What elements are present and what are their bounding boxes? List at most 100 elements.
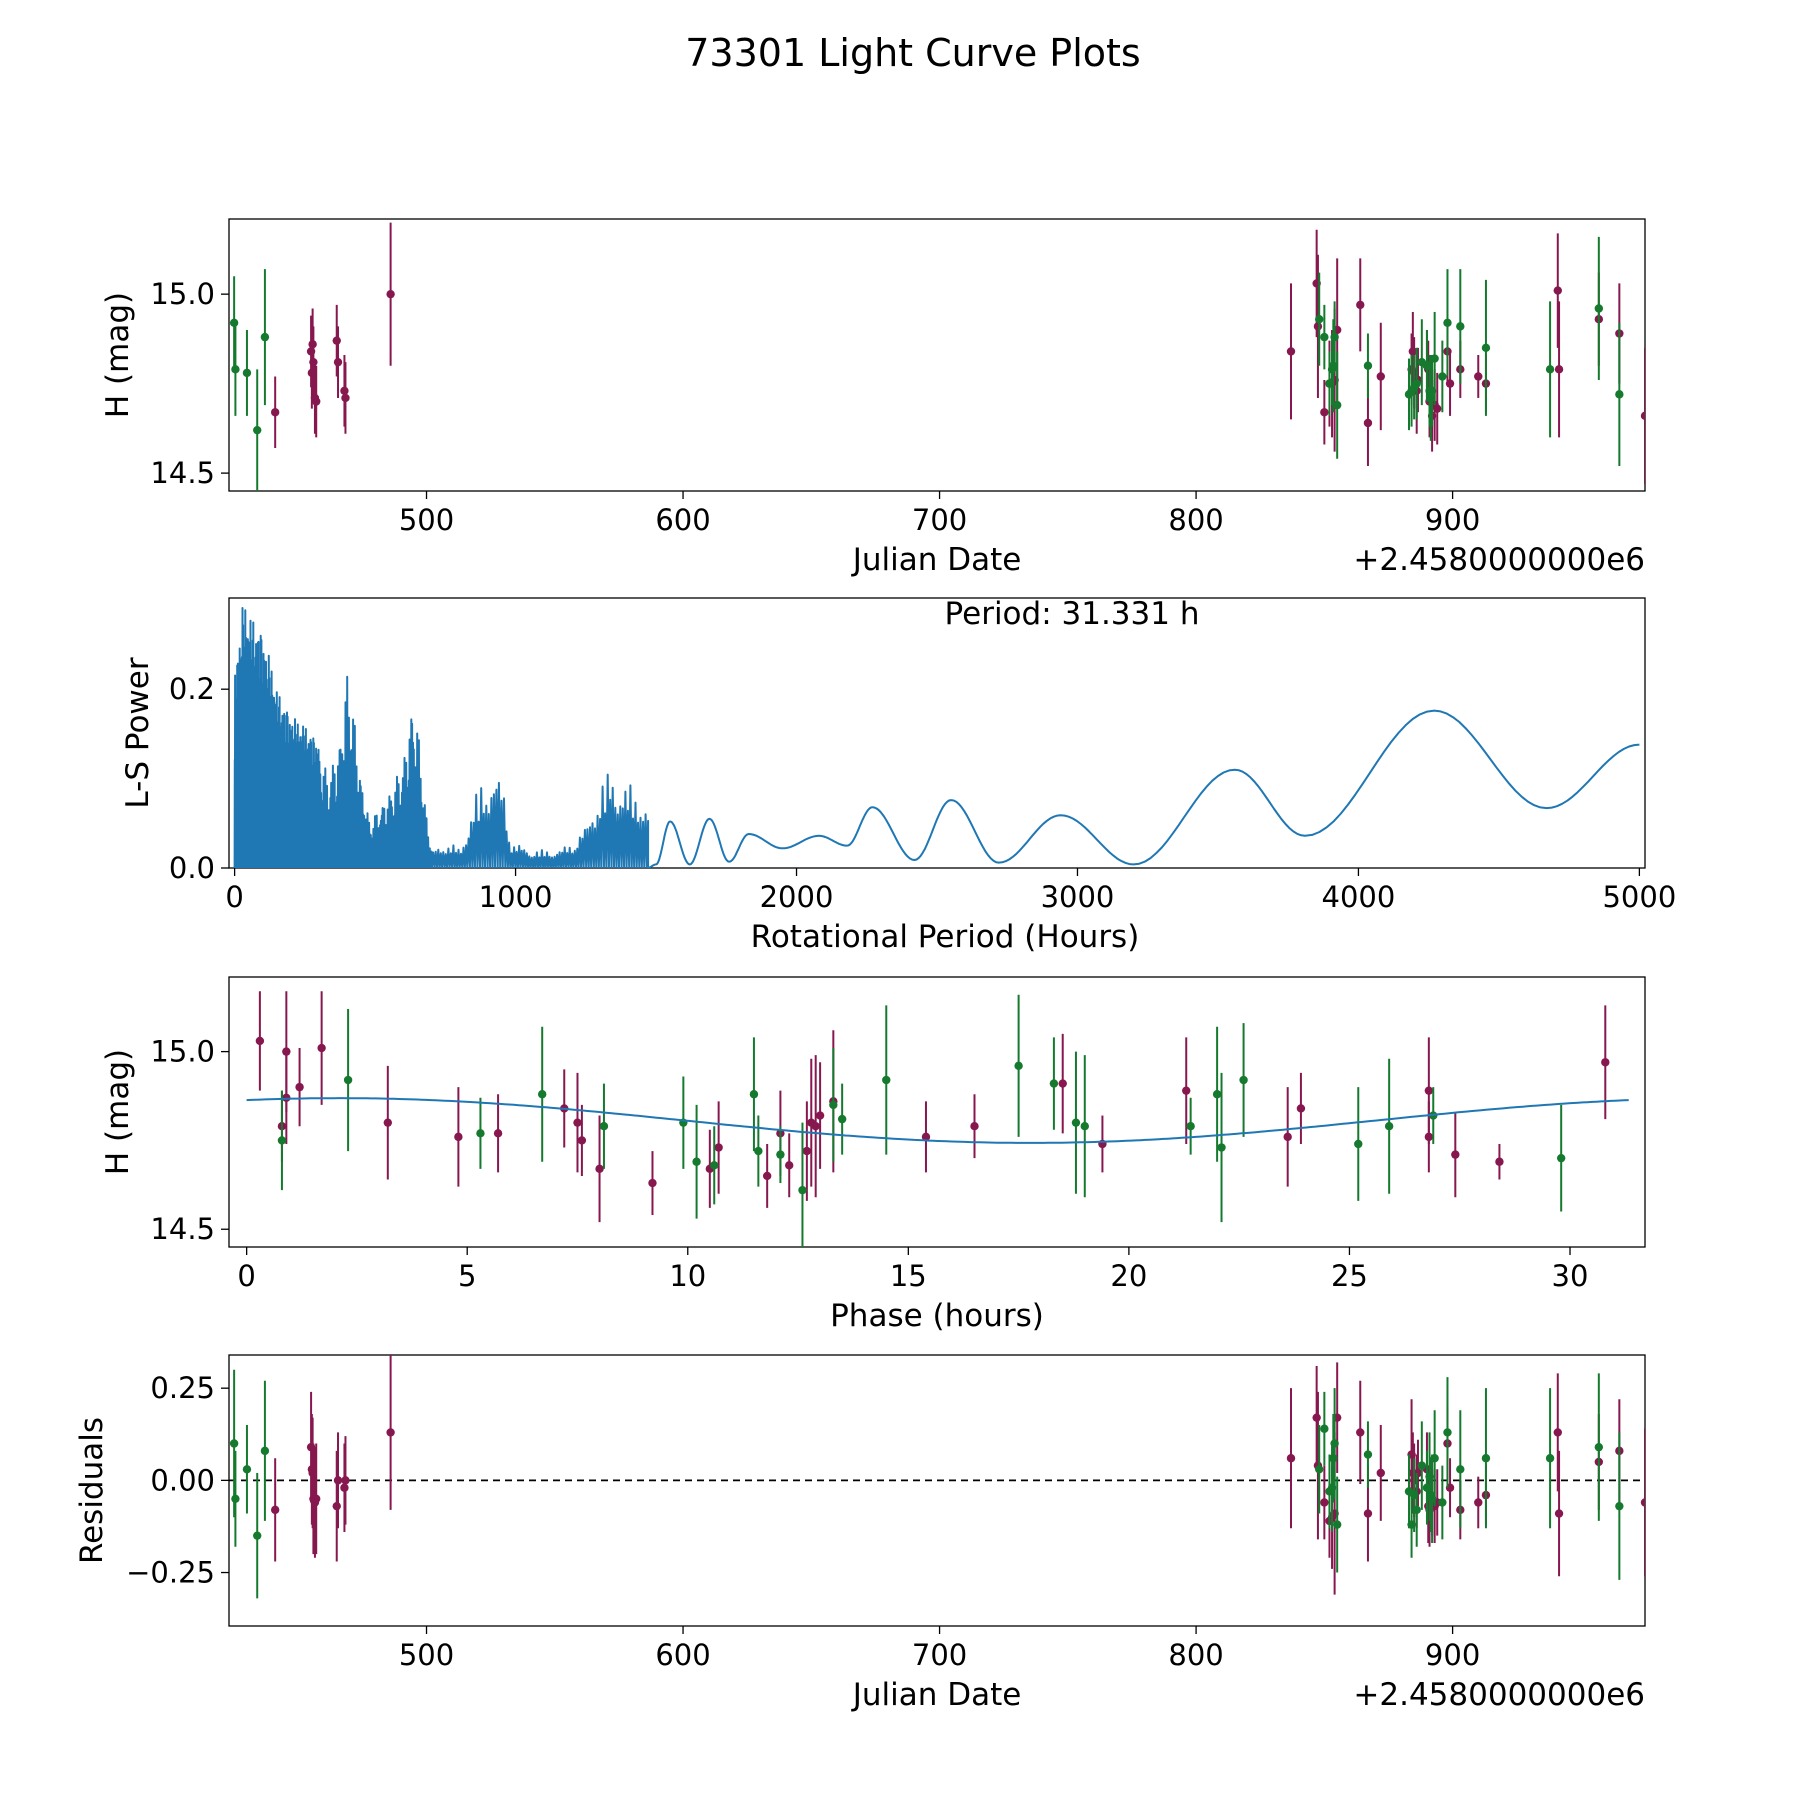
data-point [1424, 1132, 1434, 1142]
data-point [692, 1157, 701, 1166]
data-point [970, 1122, 979, 1131]
data-point [1058, 1079, 1067, 1088]
data-point [312, 397, 321, 406]
data-point [648, 1178, 657, 1188]
data-point [1445, 379, 1455, 388]
data-point [595, 1164, 604, 1174]
data-point [317, 1043, 326, 1053]
y-axis-label: H (mag) [100, 292, 136, 418]
data-point [829, 1100, 838, 1110]
residuals-panel: 500 600 700 800 900 −0.25 0.00 0.25 Julian Date R… [74, 1354, 1646, 1713]
data-point [253, 425, 262, 435]
data-point [383, 1118, 393, 1127]
data-point [1186, 1122, 1195, 1131]
x-axis-label: Julian Date [851, 1677, 1022, 1713]
data-point [231, 365, 240, 374]
plot-area [229, 222, 1645, 491]
y-tick-label: 0.25 [150, 1371, 215, 1405]
data-point [1554, 365, 1564, 374]
data-point [714, 1143, 723, 1152]
data-point [312, 1494, 321, 1503]
data-point [295, 1082, 304, 1092]
x-axis-label: Julian Date [851, 542, 1022, 578]
data-point [1363, 1509, 1373, 1518]
data-point [1412, 379, 1421, 388]
plot-frame [228, 597, 1646, 869]
y-tick-label: 15.0 [150, 277, 215, 311]
data-point [229, 1439, 239, 1448]
x-tick-label: 900 [1425, 1638, 1480, 1672]
data-point [333, 1476, 343, 1485]
series-filter-A [255, 991, 1610, 1223]
data-point [1182, 1086, 1191, 1095]
data-point [1315, 1465, 1324, 1474]
data-point [1330, 1439, 1339, 1448]
data-point [1417, 1461, 1427, 1470]
data-point [332, 336, 341, 345]
data-point [386, 1428, 395, 1437]
data-point [1545, 1454, 1555, 1463]
data-point [454, 1132, 463, 1142]
data-point [1554, 1509, 1564, 1518]
y-axis-label: Residuals [74, 1417, 110, 1564]
plot-area [246, 991, 1629, 1247]
data-point [1286, 347, 1296, 356]
data-point [1615, 390, 1624, 399]
y-tick-label: −0.25 [126, 1556, 215, 1590]
data-point [785, 1161, 794, 1170]
data-point [309, 357, 318, 367]
data-point [333, 357, 343, 367]
y-axis-label: L-S Power [120, 657, 156, 808]
plot-area [229, 1355, 1645, 1599]
data-point [1481, 343, 1491, 353]
data-point [1356, 300, 1365, 310]
data-point [1412, 1505, 1421, 1515]
periodogram-line [233, 607, 1640, 868]
data-point [1443, 318, 1452, 327]
data-point [1640, 1498, 1645, 1507]
periodogram-panel: 0 1000 2000 3000 4000 5000 0.0 0.2 Rotational Pe… [120, 596, 1676, 955]
data-point [343, 1075, 353, 1085]
y-tick-label: 0.2 [169, 672, 215, 706]
data-point [1594, 1442, 1604, 1452]
x-tick-label: 5 [458, 1259, 476, 1293]
x-axis-offset-label: +2.4580000000e6 [1353, 542, 1645, 578]
data-point [1545, 365, 1555, 374]
data-point [341, 393, 350, 403]
x-tick-label: 25 [1331, 1259, 1368, 1293]
fit-curve [246, 1097, 1629, 1144]
y-tick-label: 14.5 [150, 456, 215, 490]
plot-area [233, 607, 1640, 868]
data-point [837, 1114, 847, 1124]
data-point [1451, 1150, 1460, 1159]
x-tick-label: 700 [912, 1638, 967, 1672]
data-point [242, 1465, 252, 1474]
data-point [1071, 1118, 1081, 1127]
data-point [1640, 411, 1645, 421]
data-point [1329, 1454, 1338, 1463]
data-point [802, 1146, 812, 1156]
x-tick-label: 600 [655, 503, 710, 537]
data-point [1474, 372, 1483, 381]
data-point [1615, 1501, 1624, 1511]
data-point [332, 1501, 341, 1511]
y-axis-label: H (mag) [100, 1049, 136, 1175]
data-point [1312, 1413, 1321, 1422]
data-point [1354, 1139, 1363, 1149]
data-point [493, 1129, 503, 1138]
data-point [1495, 1157, 1504, 1166]
plot-frame [228, 976, 1646, 1248]
x-tick-label: 20 [1110, 1259, 1147, 1293]
x-axis-label: Phase (hours) [830, 1298, 1044, 1334]
data-point [754, 1146, 763, 1156]
period-annotation: Period: 31.331 h [945, 596, 1200, 632]
data-point [1320, 408, 1329, 417]
data-point [537, 1090, 547, 1099]
data-point [1049, 1079, 1059, 1088]
y-tick-label: 14.5 [150, 1212, 215, 1246]
series-filter-B [229, 1369, 1624, 1599]
data-point [599, 1122, 609, 1131]
data-point [253, 1531, 262, 1540]
x-tick-label: 5000 [1602, 880, 1676, 914]
x-tick-label: 15 [890, 1259, 927, 1293]
